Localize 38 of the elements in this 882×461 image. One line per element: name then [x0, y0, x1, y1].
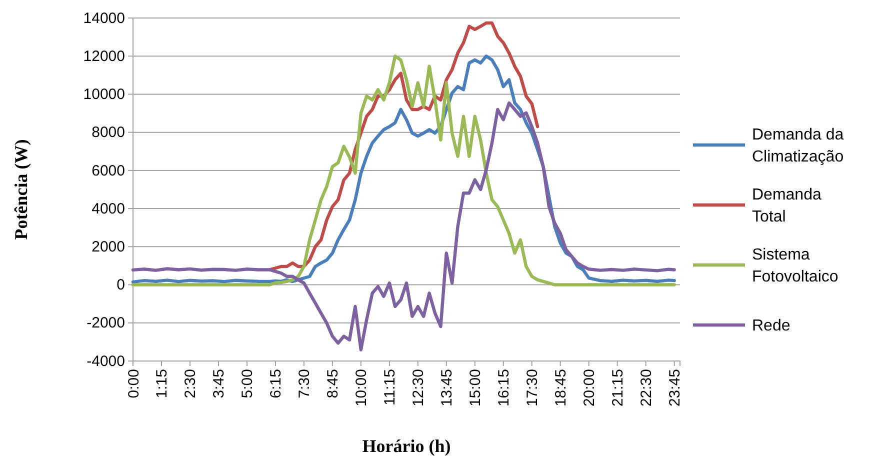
y-tick-label: 6000 [92, 162, 125, 180]
legend-label: Demanda Total [752, 186, 822, 226]
x-tick-label: 2:30 [182, 369, 200, 398]
x-tick-label: 21:15 [610, 369, 627, 407]
y-tick-label: 8000 [92, 124, 125, 142]
x-tick-label: 5:00 [239, 369, 256, 398]
x-tick-label: 12:30 [410, 369, 428, 407]
x-tick-label: 22:30 [638, 369, 656, 407]
legend-label: Demanda da Climatização [752, 126, 844, 166]
x-tick-label: 3:45 [210, 369, 228, 398]
y-tick-label: 4000 [92, 200, 125, 218]
x-tick-label: 23:45 [666, 369, 684, 407]
x-tick-label: 16:15 [496, 369, 513, 407]
legend-label: Sistema Fotovoltaico [752, 246, 838, 286]
y-tick-label: 14000 [83, 10, 125, 27]
y-tick-label: 2000 [92, 238, 125, 256]
x-tick-label: 0:00 [125, 369, 142, 398]
x-axis-title: Horário (h) [362, 436, 451, 456]
x-tick-label: 13:45 [438, 369, 456, 407]
y-tick-label: 12000 [83, 48, 125, 65]
x-tick-label: 1:15 [154, 369, 171, 398]
y-tick-label: 10000 [83, 86, 125, 104]
x-tick-label: 11:15 [382, 369, 399, 406]
x-tick-label: 7:30 [296, 369, 314, 398]
y-axis-title: Potência (W) [11, 139, 31, 240]
x-tick-label: 18:45 [552, 369, 570, 407]
x-tick-label: 15:00 [467, 369, 484, 407]
legend-label: Rede [752, 318, 790, 335]
y-tick-label: -2000 [86, 314, 125, 332]
y-tick-label: 0 [116, 276, 125, 294]
y-tick-label: -4000 [86, 352, 125, 370]
x-tick-label: 8:45 [324, 369, 342, 398]
x-tick-label: 17:30 [524, 369, 542, 407]
line-series [131, 101, 676, 352]
x-tick-label: 6:15 [268, 369, 285, 398]
x-tick-label: 20:00 [581, 369, 598, 407]
x-tick-label: 10:00 [353, 369, 370, 407]
line-series [268, 21, 540, 272]
